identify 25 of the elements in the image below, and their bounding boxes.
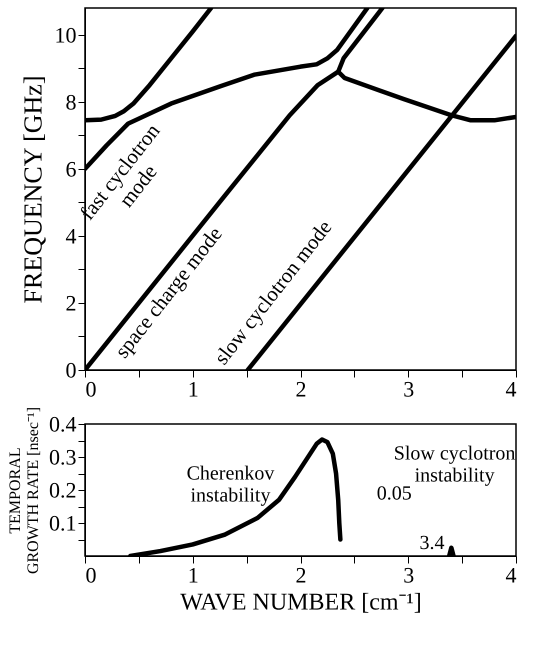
y-tick-label: 0.4 — [49, 412, 76, 436]
y-tick-label: 6 — [66, 156, 76, 182]
y-tick-label: 10 — [54, 22, 76, 48]
y-tick-label: 2 — [66, 290, 76, 316]
annotation: Cherenkov instability — [186, 462, 274, 506]
x-tick-label: 1 — [188, 562, 199, 588]
x-tick-label: 4 — [506, 562, 516, 588]
x-tick-label: 2 — [296, 562, 306, 588]
x-tick-label: 0 — [86, 376, 96, 402]
x-tick-label: 3 — [403, 376, 414, 402]
annotation: 3.4 — [419, 532, 444, 554]
x-tick-label: 4 — [506, 376, 516, 402]
y-tick-label: 4 — [66, 223, 76, 248]
y-tick-label: 0.2 — [49, 478, 76, 502]
x-tick-label: 3 — [403, 562, 414, 588]
x-tick-label: 2 — [296, 376, 306, 402]
y-axis-title: TEMPORAL GROWTH RATE [nsec⁻¹] — [7, 406, 42, 574]
y-tick-label: 0 — [66, 358, 76, 382]
y-tick-label: 0.3 — [49, 444, 76, 470]
x-tick-label: 1 — [188, 376, 199, 402]
x-axis-title: WAVE NUMBER [cm⁻¹] — [180, 590, 422, 616]
y-tick-label: 8 — [66, 89, 76, 114]
y-tick-label: 0.1 — [49, 510, 76, 536]
y-axis-title: FREQUENCY [GHz] — [18, 76, 48, 304]
x-tick-label: 0 — [86, 562, 96, 588]
